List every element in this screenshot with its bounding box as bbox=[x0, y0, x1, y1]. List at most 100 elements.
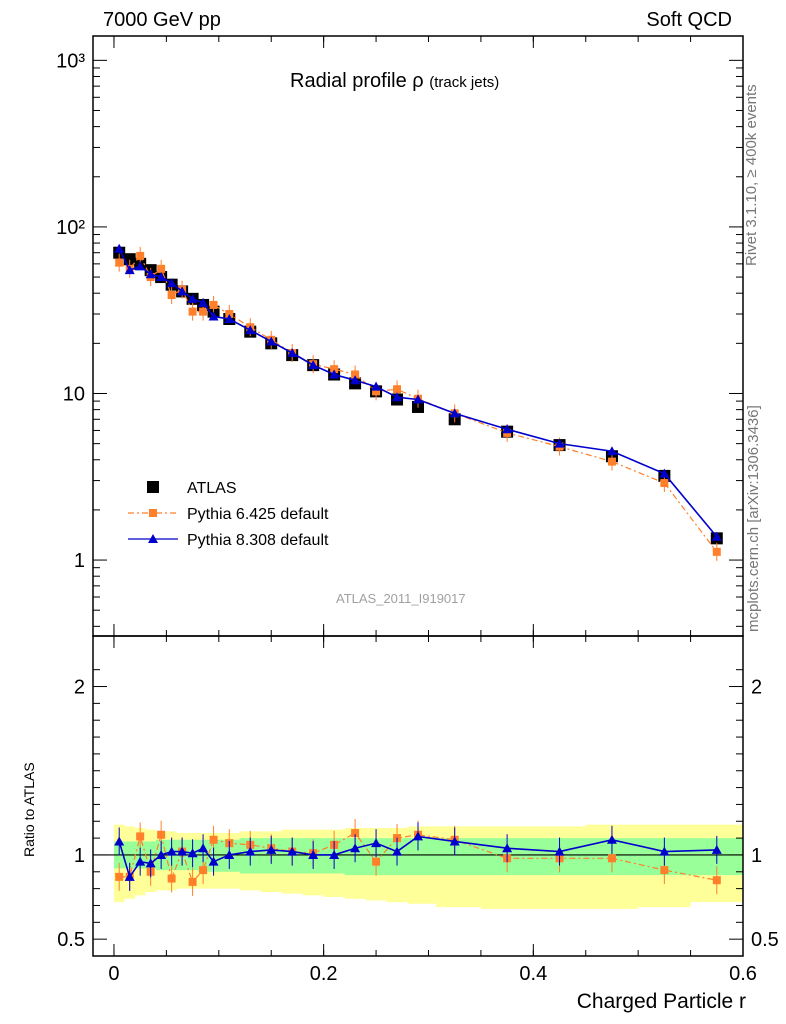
series-point-2 bbox=[413, 394, 423, 404]
series-point-2 bbox=[392, 392, 403, 402]
chart-title-symbol: ρ bbox=[412, 70, 424, 92]
series-point-2 bbox=[711, 531, 722, 541]
series-point-2 bbox=[245, 325, 256, 335]
ratio-point-2 bbox=[166, 846, 177, 856]
chart-title-text: Radial profile bbox=[290, 70, 407, 92]
series-point-2 bbox=[208, 311, 219, 321]
series-point-1 bbox=[136, 251, 145, 260]
ratio-point-2 bbox=[187, 848, 198, 858]
series-point-1 bbox=[157, 264, 166, 273]
series-point-2 bbox=[371, 381, 382, 391]
ratio-y-tick-label-left: 2 bbox=[74, 677, 85, 699]
ratio-point-2 bbox=[659, 846, 670, 856]
chart-title-suffix: (track jets) bbox=[429, 74, 500, 91]
ratio-y-tick-label-left: 1 bbox=[74, 845, 85, 867]
series-point-2 bbox=[449, 408, 460, 418]
legend-label-1: Pythia 6.425 default bbox=[187, 506, 329, 523]
series-point-1 bbox=[351, 370, 360, 379]
ratio-point-2 bbox=[350, 843, 361, 853]
series-point-1 bbox=[372, 387, 381, 396]
series-point-2 bbox=[224, 313, 235, 323]
series-point-2 bbox=[350, 375, 361, 385]
series-point-2 bbox=[554, 438, 565, 448]
series-point-1 bbox=[188, 307, 197, 316]
series-point-2 bbox=[145, 269, 156, 279]
ratio-point-2 bbox=[449, 836, 460, 846]
series-point-1 bbox=[209, 300, 218, 309]
series-point-2 bbox=[135, 261, 146, 271]
series-point-2 bbox=[198, 297, 209, 307]
x-tick-label: 0.4 bbox=[519, 963, 547, 985]
ratio-point-2 bbox=[145, 858, 156, 868]
chart-title: Radial profile ρ (track jets) bbox=[290, 70, 499, 93]
series-point-1 bbox=[330, 365, 339, 374]
ratio-point-2 bbox=[413, 831, 423, 841]
ratio-point-2 bbox=[287, 846, 298, 856]
legend-marker-2 bbox=[148, 534, 158, 543]
ratio-point-2 bbox=[502, 843, 513, 853]
series-point-2 bbox=[606, 446, 617, 456]
x-tick-label: 0.2 bbox=[310, 963, 338, 985]
ratio-point-2 bbox=[266, 844, 277, 854]
ratio-point-2 bbox=[371, 838, 382, 848]
ratio-point-1 bbox=[209, 835, 218, 844]
ratio-point-2 bbox=[606, 834, 617, 844]
series-point-2 bbox=[166, 278, 177, 288]
ratio-point-1 bbox=[115, 872, 124, 881]
ratio-point-2 bbox=[177, 846, 188, 856]
series-point-2 bbox=[502, 424, 513, 434]
legend-marker-0 bbox=[147, 481, 159, 493]
ratio-point-2 bbox=[245, 846, 256, 856]
ratio-point-2 bbox=[135, 856, 146, 866]
series-point-1 bbox=[712, 547, 721, 556]
y-tick-label: 1 bbox=[74, 550, 85, 572]
series-point-2 bbox=[287, 348, 298, 358]
series-point-2 bbox=[266, 336, 277, 346]
y-tick-label: 10 bbox=[63, 383, 85, 405]
ratio-plot-frame bbox=[92, 635, 744, 957]
ratio-point-2 bbox=[114, 836, 125, 846]
series-point-1 bbox=[393, 385, 402, 394]
ratio-y-tick-label-right: 1 bbox=[751, 845, 762, 867]
ratio-point-2 bbox=[308, 849, 319, 859]
y-tick-label: 10³ bbox=[56, 50, 85, 72]
ratio-point-1 bbox=[607, 854, 616, 863]
analysis-id: ATLAS_2011_I919017 bbox=[336, 591, 466, 606]
series-point-2 bbox=[177, 286, 188, 296]
series-point-2 bbox=[156, 272, 167, 282]
ratio-point-1 bbox=[167, 874, 176, 883]
series-point-2 bbox=[659, 468, 670, 478]
legend-marker-1 bbox=[149, 509, 157, 517]
ratio-y-tick-label-right: 0.5 bbox=[751, 929, 779, 951]
ratio-point-1 bbox=[136, 832, 145, 841]
ratio-y-tick-label-right: 2 bbox=[751, 677, 762, 699]
legend-label-2: Pythia 8.308 default bbox=[187, 532, 329, 549]
ratio-point-2 bbox=[329, 849, 340, 859]
series-line-1 bbox=[118, 254, 718, 553]
series-point-1 bbox=[115, 258, 124, 267]
ratio-point-2 bbox=[711, 844, 722, 854]
ratio-point-1 bbox=[660, 866, 669, 875]
mcplots-reference-text: mcplots.cern.ch [arXiv:1306.3436] bbox=[745, 405, 762, 632]
ratio-point-2 bbox=[124, 871, 135, 881]
series-point-2 bbox=[329, 369, 340, 379]
series-point-1 bbox=[607, 457, 616, 466]
x-tick-label: 0.6 bbox=[729, 963, 757, 985]
series-point-2 bbox=[308, 360, 319, 370]
series-point-2 bbox=[124, 265, 135, 275]
ratio-point-1 bbox=[157, 830, 166, 839]
ratio-point-2 bbox=[208, 856, 219, 866]
series-point-2 bbox=[114, 243, 125, 253]
ratio-point-1 bbox=[372, 857, 381, 866]
ratio-point-1 bbox=[199, 866, 208, 875]
ratio-y-axis-label: Ratio to ATLAS bbox=[21, 762, 37, 857]
ratio-point-2 bbox=[554, 846, 565, 856]
y-tick-label: 10² bbox=[56, 217, 85, 239]
ratio-point-1 bbox=[712, 876, 721, 885]
series-point-1 bbox=[199, 307, 208, 316]
ratio-point-2 bbox=[224, 849, 235, 859]
ratio-point-1 bbox=[188, 877, 197, 886]
series-point-0 bbox=[123, 253, 136, 266]
rivet-version-text: Rivet 3.1.10, ≥ 400k events bbox=[743, 84, 760, 266]
